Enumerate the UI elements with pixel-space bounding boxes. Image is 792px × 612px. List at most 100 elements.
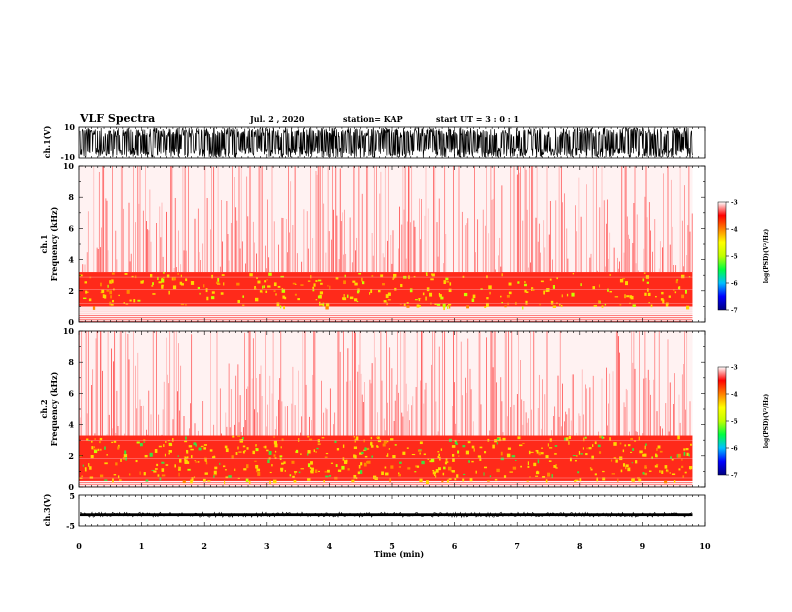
ch2-spectrogram-ylabel: Frequency (kHz) xyxy=(49,371,59,446)
spectrogram-cell xyxy=(242,437,244,441)
spectrogram-cell xyxy=(416,465,420,468)
spectrogram-cell xyxy=(599,435,603,439)
spectrogram-cell xyxy=(519,444,523,447)
spectrogram-cell xyxy=(416,304,420,308)
spectrogram-cell xyxy=(297,298,300,301)
ch1-waveform-ylabel: ch.1(V) xyxy=(42,125,52,158)
spectrogram-cell xyxy=(184,460,187,465)
spectrogram-cell xyxy=(317,443,321,445)
spectrogram-cell xyxy=(434,474,436,476)
spectrogram-cell xyxy=(369,292,371,295)
ch2-spectrogram-panel: 0 2 4 6 8 10 ch.2 Frequency (kHz) xyxy=(39,326,706,492)
spectrogram-cell xyxy=(118,479,122,481)
spectrogram-cell xyxy=(292,282,296,285)
spectrogram-cell xyxy=(591,455,594,460)
spectrogram-cell xyxy=(224,469,227,471)
spectrogram-cell xyxy=(683,451,686,456)
spectrogram-cell xyxy=(639,450,643,454)
spectrogram-cell xyxy=(676,454,678,458)
spectrogram-cell xyxy=(185,278,188,282)
spectrogram-cell xyxy=(431,273,435,277)
spectrogram-cell xyxy=(149,452,153,457)
ch1-ytick-bottom: -10 xyxy=(61,152,76,162)
spectrogram-cell xyxy=(654,296,657,298)
y-tick-label: 8 xyxy=(68,357,74,367)
spectrogram-cell xyxy=(174,464,176,468)
spectrogram-cell xyxy=(99,474,104,478)
spectrogram-cell xyxy=(630,451,633,453)
spectrogram-cell xyxy=(509,471,513,473)
spectrogram-cell xyxy=(93,448,97,451)
spectrogram-cell xyxy=(209,449,213,452)
spectrogram-cell xyxy=(249,273,253,277)
spectrogram-cell xyxy=(489,475,492,478)
spectrogram-cell xyxy=(128,473,131,476)
spectrogram-cell xyxy=(541,447,543,449)
spectrogram-cell xyxy=(448,288,452,293)
spectrogram-cell xyxy=(599,300,601,304)
spectrogram-cell xyxy=(363,449,366,451)
waveform-line xyxy=(79,511,693,519)
spectrogram-cell xyxy=(358,464,361,469)
spectrogram-cell xyxy=(385,294,389,299)
spectrogram-cell xyxy=(529,476,531,479)
spectrogram-cell xyxy=(334,440,337,443)
spectrogram-cell xyxy=(153,470,157,473)
spectrogram-cell xyxy=(388,448,391,450)
spectrogram-cell xyxy=(307,463,311,468)
spectrogram-cell xyxy=(394,444,397,446)
spectrogram-cell xyxy=(423,453,426,456)
spectrogram-cell xyxy=(488,285,492,290)
spectrogram-cell xyxy=(671,458,674,461)
spectrogram-cell xyxy=(215,281,220,284)
spectrogram-cell xyxy=(104,462,108,465)
spectrogram-cell xyxy=(255,464,259,469)
spectrogram-cell xyxy=(533,462,537,467)
ch2-colorbar: -3 -4 -5 -6 -7 log(PSD)(V²/Hz) xyxy=(717,365,770,480)
spectrogram-cell xyxy=(467,441,471,444)
spectrogram-cell xyxy=(554,453,557,455)
spectrogram-cell xyxy=(664,480,668,484)
x-tick-label: 7 xyxy=(514,541,520,551)
spectrogram-cell xyxy=(487,479,490,482)
spectrogram-cell xyxy=(275,293,277,296)
spectrogram-cell xyxy=(630,295,634,300)
spectrogram-cell xyxy=(466,305,470,309)
spectrogram-cell xyxy=(325,452,329,455)
spectrogram-cell xyxy=(180,274,182,278)
y-tick-label: 2 xyxy=(68,451,74,461)
spectrogram-cell xyxy=(419,452,421,455)
spectrogram-cell xyxy=(398,466,401,468)
spectrogram-cell xyxy=(206,296,209,301)
spectrogram-cell xyxy=(335,464,338,467)
x-tick-label: 8 xyxy=(577,541,583,551)
spectrogram-cell xyxy=(221,274,225,276)
spectrogram-cell xyxy=(315,451,317,453)
spectrogram-cell xyxy=(659,470,661,473)
spectrogram-cell xyxy=(165,464,169,466)
spectrogram-cell xyxy=(357,471,360,475)
spectrogram-cell xyxy=(624,294,626,299)
spectrogram-cell xyxy=(501,301,504,304)
spectrogram-cell xyxy=(403,303,406,306)
spectrogram-cell xyxy=(111,272,115,275)
spectrogram-cell xyxy=(185,461,190,464)
spectrogram-cell xyxy=(430,458,435,463)
spectrogram-cell xyxy=(211,291,215,294)
spectrogram-cell xyxy=(220,292,224,295)
spectrogram-cell xyxy=(273,479,277,484)
colorbar-tick-label: -6 xyxy=(731,281,738,288)
spectrogram-cell xyxy=(197,286,200,289)
spectrogram-cell xyxy=(574,479,579,482)
spectrogram-cell xyxy=(675,280,678,284)
spectrogram-cell xyxy=(407,467,411,470)
spectrogram-cell xyxy=(363,462,367,467)
spectrogram-cell xyxy=(656,463,659,466)
spectrogram-cell xyxy=(86,438,89,441)
x-tick-label: 6 xyxy=(452,541,458,551)
spectrogram-cell xyxy=(678,468,681,471)
spectrogram-cell xyxy=(631,462,633,464)
spectrogram-cell xyxy=(157,474,160,477)
spectrogram-cell xyxy=(598,451,602,454)
spectrogram-cell xyxy=(370,442,373,446)
